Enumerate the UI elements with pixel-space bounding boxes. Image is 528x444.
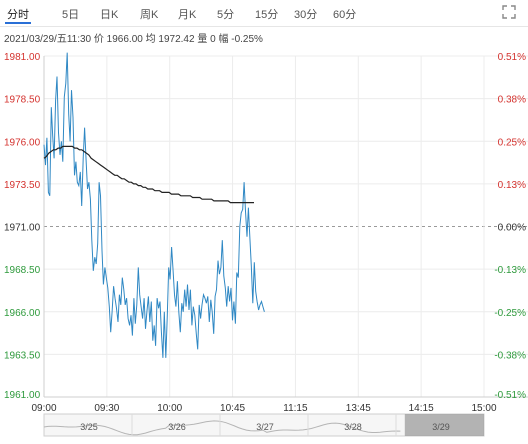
price-value: 1966.00 [106,34,143,45]
tab-5-min[interactable]: 5分 [217,9,235,21]
change-value: -0.25% [231,34,263,45]
change-label: 幅 [218,34,229,45]
avg-value: 1972.42 [158,34,195,45]
tab-5-day[interactable]: 5日 [62,9,80,21]
time-tick-label: 10:45 [220,403,245,414]
percent-tick-label: -0.25% [494,308,526,319]
chart-lines [43,52,265,358]
navigator-day-label: 3/28 [344,422,362,432]
tab-monthly-k[interactable]: 月K [178,9,197,21]
time-axis-labels: 09:00 09:30 10:00 10:45 11:15 13:45 14:15 15:00 [31,403,496,414]
quote-info-bar: 2021/03/29/五11:30 价 1966.00 均 1972.42 量 … [4,30,263,45]
price-tick-label: 1976.00 [4,137,41,148]
price-tick-label: 1961.00 [4,390,41,401]
expand-icon[interactable] [502,5,516,19]
tab-intraday[interactable]: 分时 [5,6,31,24]
percent-tick-label: 0.13% [498,180,526,191]
navigator-day-label: 3/29 [432,422,450,432]
timeframe-tabs: 分时 5日 日K 周K 月K 5分 15分 30分 60分 [0,0,528,27]
navigator-day-label: 3/26 [168,422,186,432]
price-tick-label: 1968.50 [4,265,41,276]
quote-datetime: 2021/03/29/五11:30 [4,34,92,45]
percent-tick-label: 0.00% [498,223,526,234]
avg-label: 均 [145,34,156,45]
chart-grid [43,55,528,398]
price-tick-label: 1971.00 [4,223,41,234]
percent-tick-label: -0.51% [494,390,526,401]
time-tick-label: 14:15 [409,403,434,414]
percent-tick-label: -0.13% [494,265,526,276]
price-tick-label: 1966.00 [4,308,41,319]
tab-60-min[interactable]: 60分 [333,9,357,21]
volume-label: 量 [197,34,208,45]
tab-weekly-k[interactable]: 周K [140,9,159,21]
time-tick-label: 10:00 [157,403,182,414]
volume-value: 0 [210,34,216,45]
price-tick-label: 1981.00 [4,52,41,63]
navigator-selection [404,414,484,436]
price-axis-labels: 1981.00 1978.50 1976.00 1973.50 1971.00 1968.… [4,52,41,401]
time-tick-label: 09:30 [94,403,119,414]
percent-tick-label: 0.38% [498,95,526,106]
average-series-line [43,145,254,204]
navigator-day-label: 3/27 [256,422,274,432]
navigator-day-label: 3/25 [80,422,98,432]
price-tick-label: 1978.50 [4,95,41,106]
tab-daily-k[interactable]: 日K [100,9,119,21]
tab-30-min[interactable]: 30分 [294,9,318,21]
range-navigator[interactable]: 3/25 3/26 3/27 3/28 3/29 [43,413,485,437]
time-tick-label: 09:00 [31,403,56,414]
time-tick-label: 15:00 [471,403,496,414]
time-tick-label: 11:15 [283,403,308,414]
time-tick-label: 13:45 [346,403,371,414]
tab-15-min[interactable]: 15分 [255,9,279,21]
price-series-line [43,52,265,358]
percent-axis-labels: 0.51% 0.38% 0.25% 0.13% 0.00% -0.13% -0.25% -0.… [494,52,526,401]
navigator-sparkline [43,420,401,436]
percent-tick-label: -0.38% [494,350,526,361]
price-label: 价 [93,34,104,45]
percent-tick-label: 0.51% [498,52,526,63]
percent-tick-label: 0.25% [498,137,526,148]
price-tick-label: 1973.50 [4,180,41,191]
price-tick-label: 1963.50 [4,350,41,361]
